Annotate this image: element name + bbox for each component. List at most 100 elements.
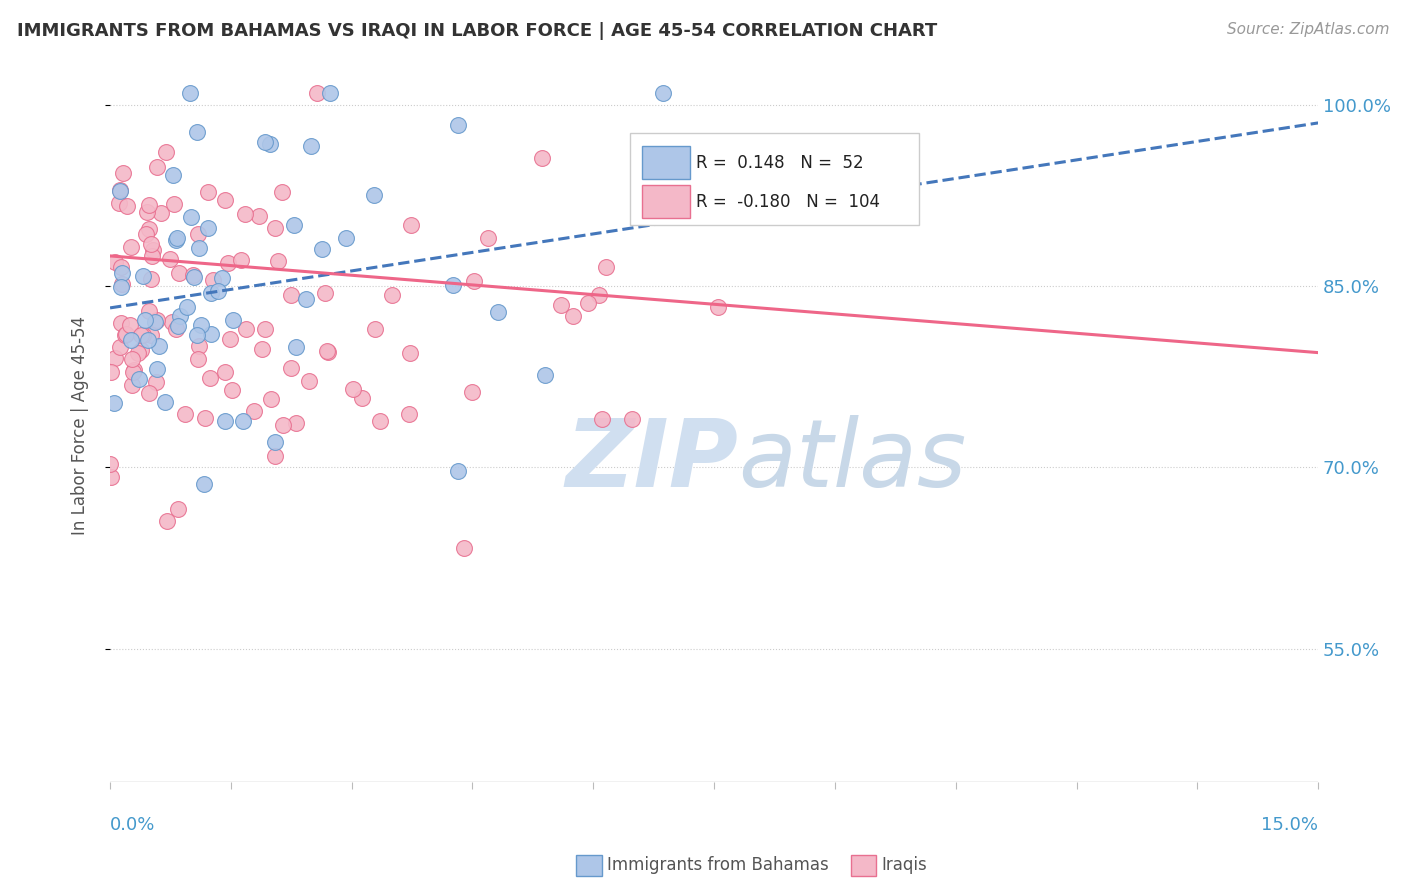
- Point: [254, 135, 277, 149]
- Point: [447, 464, 470, 478]
- Point: [298, 374, 321, 388]
- Point: [187, 339, 209, 353]
- Point: [335, 230, 357, 244]
- Point: [221, 383, 243, 397]
- Point: [243, 404, 266, 418]
- Point: [186, 124, 208, 138]
- Point: [115, 199, 138, 213]
- Point: [174, 408, 197, 422]
- Point: [183, 270, 205, 285]
- Text: 15.0%: 15.0%: [1261, 815, 1319, 834]
- Text: Iraqis: Iraqis: [882, 856, 928, 874]
- Point: [188, 241, 211, 255]
- Point: [139, 327, 162, 342]
- Point: [200, 285, 222, 300]
- Point: [132, 328, 155, 343]
- Point: [114, 327, 136, 342]
- Text: Immigrants from Bahamas: Immigrants from Bahamas: [607, 856, 830, 874]
- Point: [318, 86, 340, 100]
- Point: [233, 207, 256, 221]
- Point: [595, 260, 617, 274]
- Point: [231, 253, 253, 268]
- Text: 0.0%: 0.0%: [110, 815, 156, 834]
- Point: [108, 340, 131, 354]
- Point: [110, 182, 132, 196]
- Point: [187, 227, 209, 241]
- Point: [142, 243, 165, 257]
- Point: [315, 343, 337, 358]
- Point: [591, 412, 613, 426]
- Point: [139, 236, 162, 251]
- Point: [576, 296, 599, 310]
- Point: [364, 322, 387, 336]
- Point: [381, 287, 404, 301]
- Point: [146, 361, 169, 376]
- Point: [307, 86, 329, 100]
- Point: [180, 210, 202, 224]
- Point: [179, 86, 201, 100]
- Point: [193, 477, 215, 491]
- Point: [127, 345, 149, 359]
- Point: [121, 352, 143, 367]
- Point: [200, 371, 222, 385]
- Point: [267, 253, 290, 268]
- Point: [111, 277, 134, 291]
- Point: [264, 220, 287, 235]
- Point: [135, 227, 157, 241]
- Point: [486, 304, 509, 318]
- Point: [162, 168, 184, 182]
- Point: [222, 313, 245, 327]
- Point: [533, 368, 555, 382]
- Point: [259, 136, 281, 151]
- Point: [211, 270, 233, 285]
- Point: [169, 309, 191, 323]
- Bar: [641, 185, 690, 219]
- Point: [141, 272, 163, 286]
- Text: IMMIGRANTS FROM BAHAMAS VS IRAQI IN LABOR FORCE | AGE 45-54 CORRELATION CHART: IMMIGRANTS FROM BAHAMAS VS IRAQI IN LABO…: [17, 22, 938, 40]
- Point: [271, 185, 294, 199]
- Point: [314, 285, 336, 300]
- Point: [110, 316, 132, 330]
- Point: [153, 394, 176, 409]
- Point: [285, 340, 308, 354]
- Point: [186, 327, 208, 342]
- Point: [299, 139, 322, 153]
- Point: [707, 300, 730, 314]
- Point: [112, 166, 135, 180]
- Point: [121, 378, 143, 392]
- Point: [104, 254, 127, 268]
- Point: [120, 333, 142, 347]
- Point: [115, 326, 138, 341]
- Point: [120, 318, 142, 332]
- Point: [342, 382, 364, 396]
- Point: [145, 376, 167, 390]
- Point: [202, 273, 225, 287]
- Point: [141, 249, 163, 263]
- Point: [122, 363, 145, 377]
- Point: [148, 339, 170, 353]
- Text: ZIP: ZIP: [565, 415, 738, 507]
- Point: [150, 205, 173, 219]
- Point: [128, 372, 150, 386]
- Point: [235, 322, 257, 336]
- Point: [146, 160, 169, 174]
- Y-axis label: In Labor Force | Age 45-54: In Labor Force | Age 45-54: [72, 316, 89, 534]
- Point: [110, 260, 132, 275]
- Point: [129, 343, 152, 358]
- Point: [108, 196, 131, 211]
- Point: [108, 184, 131, 198]
- Point: [136, 205, 159, 219]
- Point: [214, 414, 236, 428]
- Point: [217, 256, 239, 270]
- Point: [453, 541, 475, 555]
- Point: [120, 240, 142, 254]
- Point: [477, 231, 499, 245]
- Point: [190, 318, 212, 333]
- Point: [401, 218, 423, 232]
- Text: R =  -0.180   N =  104: R = -0.180 N = 104: [696, 193, 880, 211]
- Point: [219, 332, 242, 346]
- Point: [530, 151, 553, 165]
- Point: [187, 352, 209, 367]
- Point: [183, 268, 205, 282]
- Point: [284, 416, 307, 430]
